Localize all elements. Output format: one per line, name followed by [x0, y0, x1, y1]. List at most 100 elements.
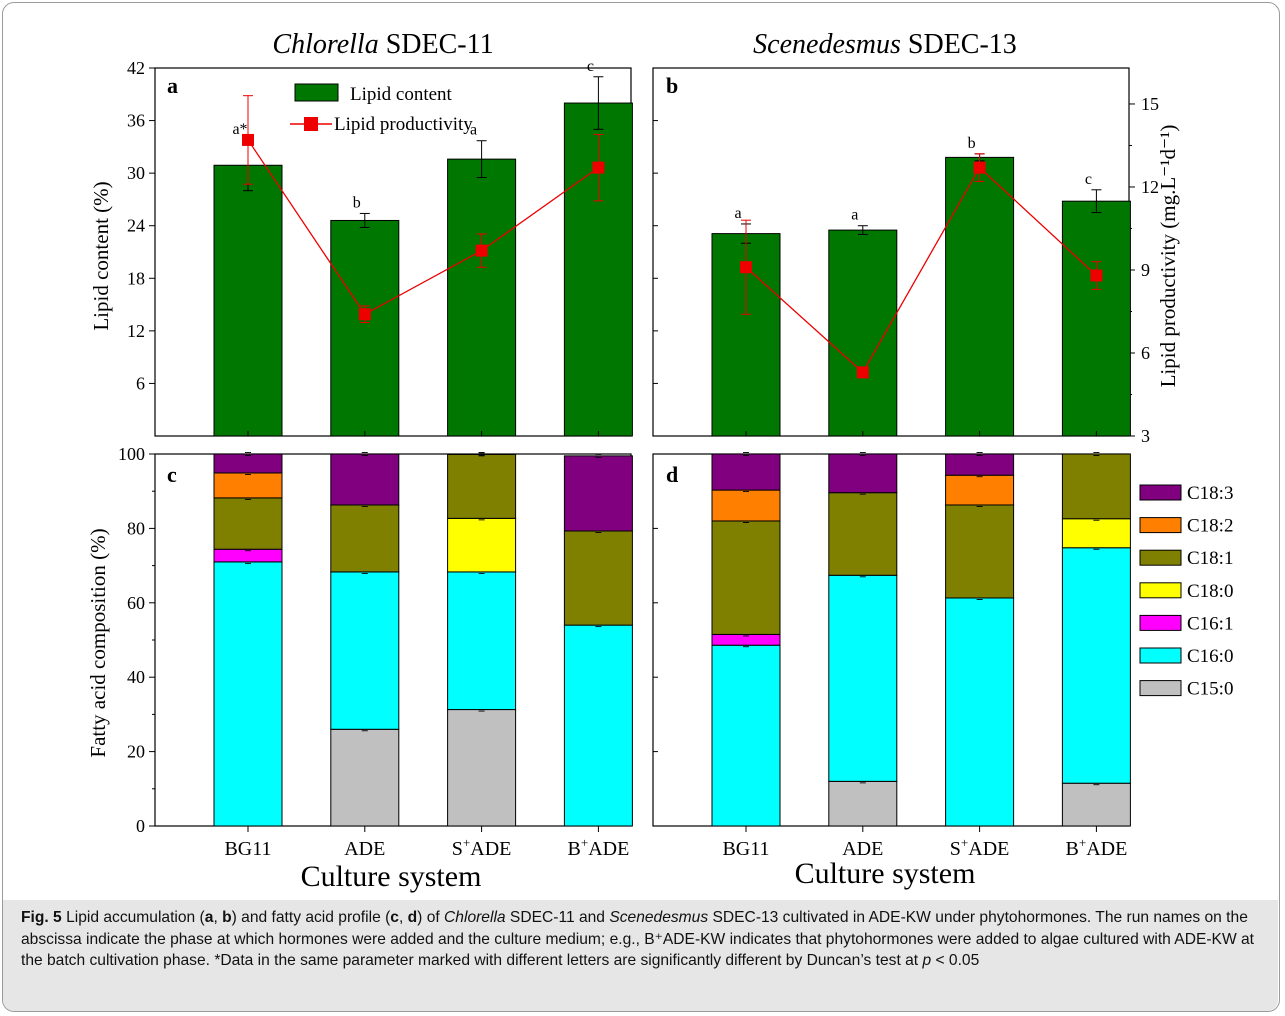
stack-d-0-C16-0	[711, 644, 781, 827]
stack-d-0-C18-3	[711, 453, 781, 491]
xtick-label-c-2: S+ADE	[452, 835, 512, 860]
ylabel-lipid-content: Lipid content (%)	[89, 181, 113, 330]
caption-label: Fig. 5	[21, 909, 62, 926]
y2tick-label-b-6: 6	[1141, 343, 1150, 363]
xtick-label-d-2: S+ADE	[950, 835, 1010, 860]
bar-a-0	[213, 164, 283, 437]
legend-swatch-C16-1	[1139, 614, 1182, 631]
sig-letter-b-1: a	[851, 207, 858, 224]
bar-b-2	[945, 156, 1015, 437]
legend-line-marker	[304, 117, 318, 131]
stack-c-0-C16-0	[213, 561, 283, 827]
legend-swatch-C18-2	[1139, 517, 1182, 534]
bar-b-1	[828, 229, 898, 437]
ytick-label-a-12: 12	[127, 321, 145, 341]
stack-c-2-C16-0	[447, 571, 517, 711]
legend-bar-label: Lipid content	[350, 84, 453, 105]
stack-d-2-C18-1	[945, 504, 1015, 599]
ytick-label-a-24: 24	[127, 216, 145, 236]
prod-point-a-1	[358, 308, 371, 321]
ytick-label-c-20: 20	[127, 742, 145, 762]
stack-d-3-C15-0	[1061, 782, 1131, 827]
ytick-label-c-40: 40	[127, 667, 145, 687]
stack-c-1-C18-3	[330, 453, 400, 506]
prod-point-b-1	[856, 366, 869, 379]
stack-c-3-C18-3	[563, 455, 633, 532]
legend-bar-swatch	[294, 83, 339, 102]
stack-c-0-C18-1	[213, 497, 283, 550]
xtick-label-d-1: ADE	[842, 838, 883, 860]
stack-d-3-C18-0	[1061, 518, 1131, 549]
legend-swatch-C18-1	[1139, 549, 1182, 566]
prod-point-b-0	[740, 261, 752, 274]
legend-label-C18-3: C18:3	[1187, 483, 1233, 504]
legend-label-C18-2: C18:2	[1187, 516, 1233, 537]
panel-letter-a: a	[167, 73, 178, 98]
prod-point-a-2	[475, 244, 488, 257]
title-right: Scenedesmus SDEC-13	[753, 29, 1017, 60]
sig-letter-a-3: c	[587, 58, 594, 75]
stack-d-0-C18-2	[711, 489, 781, 522]
ytick-label-c-80: 80	[127, 518, 145, 538]
legend-swatch-C15-0	[1139, 680, 1182, 697]
stack-c-1-C15-0	[330, 728, 400, 827]
stack-d-3-C18-1	[1061, 453, 1131, 520]
legend-swatch-C18-3	[1139, 484, 1182, 501]
stack-c-1-C18-1	[330, 504, 400, 573]
bar-a-1	[330, 219, 400, 437]
xtick-label-c-0: BG11	[224, 838, 271, 860]
legend-swatch-C18-0	[1139, 582, 1182, 599]
stack-d-2-C18-2	[945, 474, 1015, 506]
ytick-label-a-36: 36	[127, 111, 145, 131]
y2tick-label-b-12: 12	[1141, 177, 1159, 197]
stack-d-2-C16-0	[945, 597, 1015, 827]
y2tick-label-b-3: 3	[1141, 426, 1150, 446]
stack-d-1-C16-0	[828, 574, 898, 782]
xlabel-right: Culture system	[795, 857, 976, 890]
stack-d-2-C18-3	[945, 453, 1015, 476]
stack-c-3-C18-1	[563, 530, 633, 626]
sig-letter-b-2: b	[968, 135, 976, 152]
stack-d-0-C18-1	[711, 520, 781, 635]
xtick-label-d-3: B+ADE	[1066, 835, 1128, 860]
sig-letter-a-0: a*	[232, 121, 247, 138]
ylabel-fatty-acid: Fatty acid composition (%)	[86, 528, 110, 757]
legend-label-C18-0: C18:0	[1187, 581, 1233, 602]
ytick-label-a-30: 30	[127, 163, 145, 183]
figure-chart: Chlorella SDEC-11 Scenedesmus SDEC-13 Li…	[86, 29, 1233, 893]
sig-letter-a-2: a	[470, 122, 477, 139]
stack-d-1-C18-1	[828, 492, 898, 576]
legend-label-C15-0: C15:0	[1187, 679, 1233, 700]
sig-letter-b-3: c	[1085, 171, 1092, 188]
legend-line-label: Lipid productivity	[334, 114, 473, 135]
ytick-label-c-100: 100	[118, 444, 145, 464]
panel-letter-d: d	[666, 462, 678, 487]
stack-c-2-C15-0	[447, 709, 517, 827]
stack-d-3-C16-0	[1061, 547, 1131, 784]
stack-c-2-C18-0	[447, 517, 517, 573]
stack-d-1-C18-3	[828, 453, 898, 494]
stack-c-3-C16-0	[563, 624, 633, 827]
xlabel-left: Culture system	[301, 860, 482, 893]
prod-point-b-2	[973, 161, 986, 174]
ytick-label-a-42: 42	[127, 58, 145, 78]
fatty-acid-legend: C18:3 C18:2 C18:1 C18:0 C16:1 C16:0 C15:0	[1139, 483, 1233, 700]
sig-letter-a-1: b	[353, 194, 361, 211]
prod-point-a-0	[242, 133, 254, 146]
legend-label-C18-1: C18:1	[1187, 548, 1233, 569]
ytick-label-a-6: 6	[136, 373, 145, 393]
legend-label-C16-1: C16:1	[1187, 613, 1233, 634]
bar-a-2	[447, 158, 517, 437]
y2tick-label-b-15: 15	[1141, 94, 1159, 114]
panel-letter-c: c	[167, 462, 177, 487]
productivity-line-b	[745, 166, 1097, 374]
ytick-label-c-0: 0	[136, 816, 145, 836]
stack-c-1-C16-0	[330, 571, 400, 730]
stack-c-0-C18-3	[213, 453, 283, 474]
stack-c-0-C18-2	[213, 472, 283, 499]
stack-d-1-C15-0	[828, 780, 898, 827]
ytick-label-a-18: 18	[127, 268, 145, 288]
ylabel-lipid-productivity: Lipid productivity (mg.L⁻¹d⁻¹)	[1156, 125, 1180, 388]
xtick-label-c-3: B+ADE	[568, 835, 630, 860]
